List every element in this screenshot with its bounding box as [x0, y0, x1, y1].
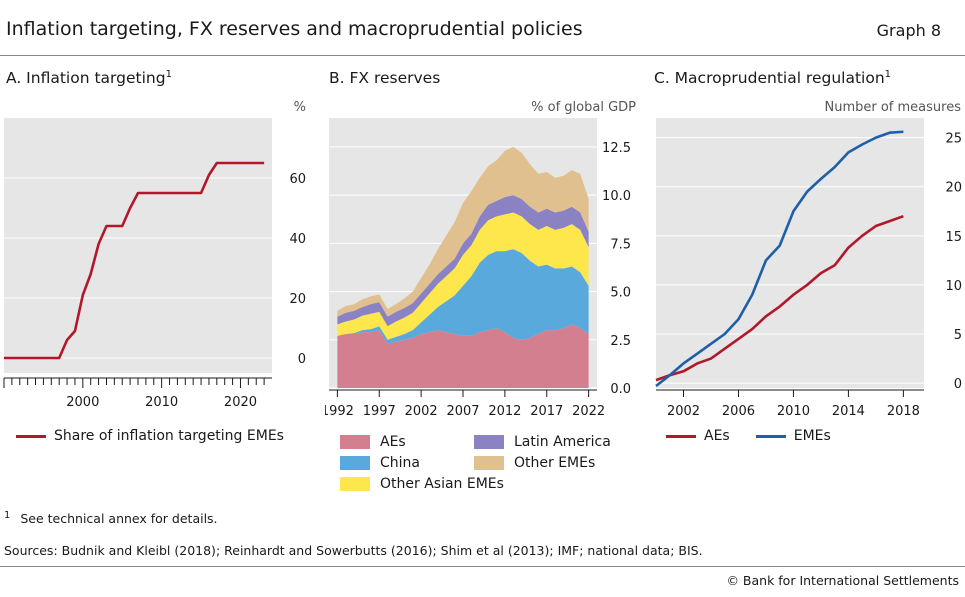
panel-c-note-marker: 1: [884, 69, 892, 80]
area-other-asian-emes: [337, 212, 589, 340]
panel-c-title-text: C. Macroprudential regulation: [654, 69, 885, 88]
x-tick-label: 2006: [722, 404, 755, 419]
y-tick-label: 20: [945, 181, 962, 196]
panel-b-title: B. FX reserves: [329, 69, 441, 87]
y-tick-label: 60: [289, 172, 306, 187]
x-tick-label: 2010: [777, 404, 810, 419]
y-tick-label: 10: [945, 279, 962, 294]
area-other-emes: [337, 146, 589, 317]
page-title: Inflation targeting, FX reserves and mac…: [6, 18, 583, 40]
y-tick-label: 20: [289, 292, 306, 307]
panel-a-title-text: A. Inflation targeting: [6, 69, 166, 88]
legend-label-china: China: [380, 455, 420, 471]
y-tick-label: 7.5: [610, 237, 631, 252]
bottom-divider: [0, 566, 965, 567]
legend-item-a-share: Share of inflation targeting EMEs: [16, 428, 284, 444]
x-tick-label: 2020: [224, 395, 257, 410]
series-line-share: [4, 161, 265, 360]
legend-label-c-aes: AEs: [704, 428, 730, 444]
legend-label-other-asian: Other Asian EMEs: [380, 476, 504, 492]
panel-c-unit: Number of measures: [824, 100, 962, 115]
copyright: © Bank for International Settlements: [726, 573, 959, 588]
legend-swatch-other-asian: [340, 477, 370, 491]
legend-item-other-asian: Other Asian EMEs: [340, 476, 504, 492]
x-tick-label: 2007: [446, 404, 479, 419]
y-tick-label: 5: [954, 328, 962, 343]
x-tick-label: 2018: [887, 404, 920, 419]
panel-a-note-marker: 1: [165, 69, 172, 80]
graph-number: Graph 8: [876, 21, 941, 40]
legend-c: AEs EMEs: [666, 428, 831, 444]
y-tick-label: 0.0: [610, 382, 631, 397]
legend-swatch-share: [16, 434, 46, 438]
footnote: 1 See technical annex for details.: [4, 510, 218, 526]
area-aes: [337, 324, 589, 388]
legend-label-latam: Latin America: [514, 434, 611, 450]
x-tick-label: 2002: [405, 404, 438, 419]
panel-a-unit: %: [293, 100, 306, 115]
x-tick-label: 2002: [667, 404, 700, 419]
legend-item-china: China: [340, 455, 420, 471]
plot-area: [4, 118, 272, 373]
x-tick-label: 1992: [325, 404, 354, 419]
panel-b-unit: % of global GDP: [531, 100, 636, 115]
x-tick-label: 2010: [145, 395, 178, 410]
area-china: [337, 249, 589, 344]
legend-swatch-c-aes: [666, 434, 696, 438]
y-tick-label: 15: [945, 230, 962, 245]
y-tick-label: 10.0: [602, 189, 631, 204]
legend-b: AEs Latin America China Other EMEs Other…: [340, 434, 640, 494]
x-tick-label: 2012: [488, 404, 521, 419]
y-tick-label: 0: [298, 352, 306, 367]
legend-label-aes: AEs: [380, 434, 406, 450]
panel-c-title: C. Macroprudential regulation1: [654, 69, 891, 87]
x-tick-label: 2014: [832, 404, 865, 419]
panel-a-chart: 0 20 40 60 2000 2010 2020: [3, 118, 306, 410]
legend-swatch-other-emes: [474, 456, 504, 470]
plot-area: [656, 118, 924, 388]
x-tick-label: 2000: [66, 395, 99, 410]
legend-item-aes: AEs: [340, 434, 406, 450]
top-divider: [0, 55, 965, 56]
legend-label-share: Share of inflation targeting EMEs: [54, 428, 284, 444]
sources: Sources: Budnik and Kleibl (2018); Reinh…: [4, 543, 703, 558]
series-line-aes: [655, 214, 904, 382]
y-tick-label: 0: [954, 377, 962, 392]
legend-swatch-aes: [340, 435, 370, 449]
panel-b-chart: 0.0 2.5 5.0 7.5 10.0 12.5 1992 1997 2002 2007 2012…: [325, 118, 631, 419]
legend-swatch-latam: [474, 435, 504, 449]
series-line-emes: [655, 130, 904, 388]
legend-item-latam: Latin America: [474, 434, 611, 450]
x-tick-label: 2022: [572, 404, 605, 419]
x-tick-label: 1997: [363, 404, 396, 419]
x-tick-label: 2017: [530, 404, 563, 419]
y-tick-label: 40: [289, 232, 306, 247]
footnote-text: See technical annex for details.: [20, 511, 218, 527]
legend-label-other-emes: Other EMEs: [514, 455, 596, 471]
legend-label-c-emes: EMEs: [793, 428, 831, 444]
area-latin-america: [337, 195, 589, 327]
panel-a-title: A. Inflation targeting1: [6, 69, 172, 87]
y-tick-label: 2.5: [610, 334, 631, 349]
legend-swatch-china: [340, 456, 370, 470]
panel-c-chart: 0 5 10 15 20 25 2002 2006 2010 2014 2018: [655, 118, 962, 419]
footnote-marker: 1: [4, 510, 11, 521]
legend-swatch-c-emes: [755, 434, 786, 438]
y-tick-label: 5.0: [610, 286, 631, 301]
y-tick-label: 12.5: [602, 141, 631, 156]
y-tick-label: 25: [945, 132, 962, 147]
legend-item-other-emes: Other EMEs: [474, 455, 595, 471]
